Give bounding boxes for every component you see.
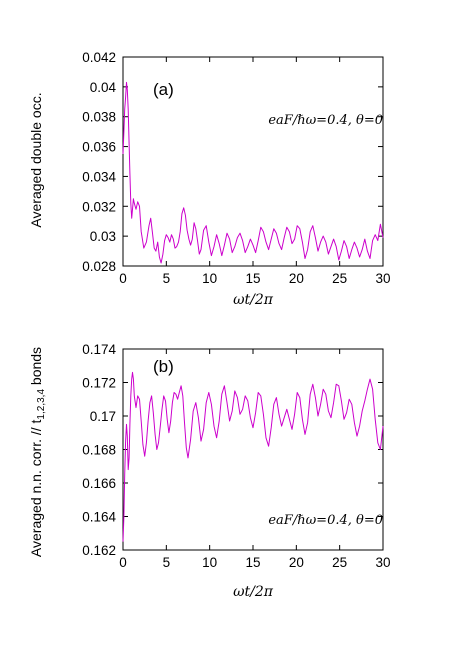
x-tick-label-b: 30 [375, 555, 390, 570]
y-tick-label-b: 0.174 [82, 342, 116, 357]
x-tick-label-a: 20 [289, 271, 304, 286]
x-tick-label-b: 20 [289, 555, 304, 570]
y-tick-label-a: 0.028 [82, 259, 116, 274]
y-axis-label-a: Averaged double occ. [28, 92, 44, 227]
y-tick-label-a: 0.038 [82, 110, 116, 125]
chart-panel-b: Averaged n.n. corr. // t1,2,3,4 bonds (b… [28, 342, 391, 600]
x-tick-label-a: 10 [202, 271, 217, 286]
y-tick-label-a: 0.04 [90, 80, 117, 95]
x-tick-label-a: 15 [245, 271, 260, 286]
y-tick-label-a: 0.032 [82, 199, 116, 214]
x-tick-label-b: 10 [202, 555, 217, 570]
x-tick-label-a: 0 [119, 271, 127, 286]
y-axis-label-b: Averaged n.n. corr. // t1,2,3,4 bonds [28, 347, 47, 557]
x-tick-label-a: 30 [375, 271, 390, 286]
y-tick-label-b: 0.17 [90, 409, 116, 424]
series-line-a [122, 81, 384, 264]
y-tick-label-b: 0.164 [82, 510, 116, 525]
x-axis-label-b: ωt/2π [233, 584, 274, 600]
y-tick-label-b: 0.172 [82, 376, 116, 391]
y-tick-label-a: 0.034 [82, 169, 116, 184]
y-tick-label-a: 0.03 [90, 229, 116, 244]
x-tick-label-b: 5 [163, 555, 171, 570]
x-tick-label-b: 0 [119, 555, 127, 570]
y-tick-label-a: 0.036 [82, 140, 116, 155]
annotation-b: eaF/ℏω=0.4, θ=0 [268, 513, 383, 528]
x-tick-label-b: 15 [245, 555, 260, 570]
panel-label-b: (b) [153, 357, 174, 376]
series-line-b [122, 371, 384, 542]
annotation-a: eaF/ℏω=0.4, θ=0 [268, 113, 383, 128]
x-tick-label-a: 5 [163, 271, 171, 286]
chart-panel-a: Averaged double occ. (a) eaF/ℏω=0.4, θ=0… [28, 50, 391, 308]
x-tick-label-a: 25 [332, 271, 347, 286]
panel-label-a: (a) [153, 80, 174, 99]
y-tick-label-b: 0.162 [82, 543, 116, 558]
y-tick-label-b: 0.166 [82, 476, 116, 491]
y-tick-label-b: 0.168 [82, 443, 116, 458]
x-axis-label-a: ωt/2π [233, 292, 274, 308]
x-tick-label-b: 25 [332, 555, 347, 570]
y-tick-label-a: 0.042 [82, 50, 116, 65]
